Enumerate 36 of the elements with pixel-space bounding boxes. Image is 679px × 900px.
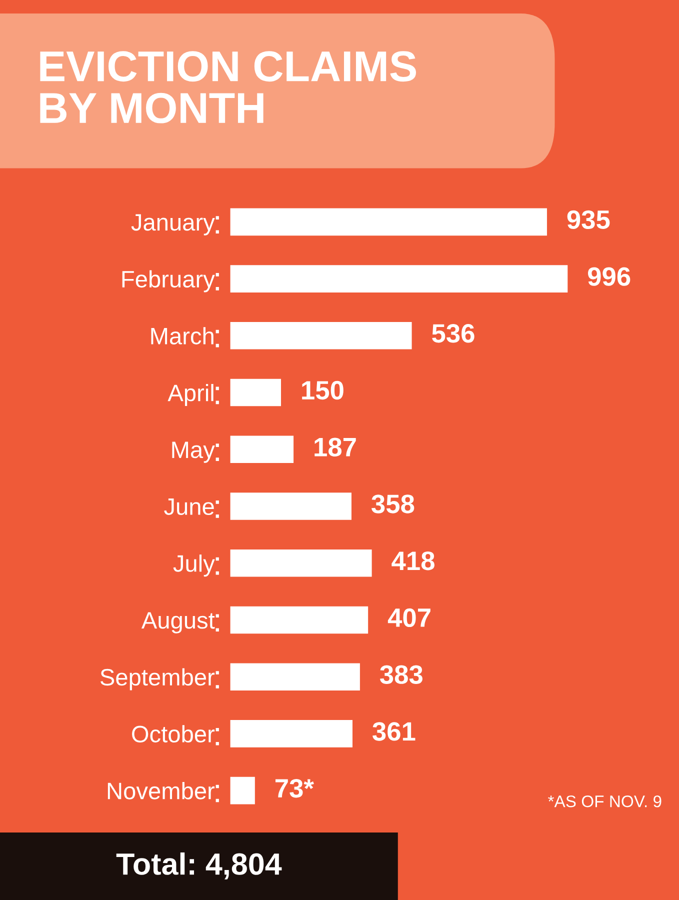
y-tick-label: April: [168, 384, 214, 406]
data-label: 150: [302, 380, 344, 400]
bar: [230, 549, 372, 577]
data-label: 383: [380, 665, 422, 684]
bar: [230, 322, 412, 350]
data-label: 536: [432, 324, 474, 343]
bar: [230, 492, 352, 520]
data-label: 73*: [275, 778, 314, 798]
bar: [230, 720, 352, 748]
bar: [230, 208, 547, 236]
y-tick-label: May: [172, 442, 215, 463]
bar: [230, 436, 294, 464]
y-tick-label: September: [100, 668, 215, 690]
y-tick-label: July: [173, 554, 215, 577]
data-label: 361: [372, 722, 416, 741]
data-label: 358: [372, 494, 414, 514]
chart-title: EVICTION CLAIMS BY MONTH: [40, 51, 416, 124]
bar: [230, 265, 568, 292]
bar: [230, 776, 255, 804]
bar: [230, 663, 360, 690]
y-tick-label: October: [132, 725, 215, 742]
y-tick-label: August: [141, 612, 215, 634]
data-label: 996: [588, 267, 630, 286]
annotation: *AS OF NOV. 9: [548, 795, 662, 808]
y-tick-label: March: [151, 327, 214, 344]
y-tick-label: February: [122, 270, 215, 292]
bar: [230, 606, 368, 634]
data-label: 418: [392, 552, 434, 570]
y-tick-label: November: [108, 782, 215, 800]
text: Total: 4,804: [116, 852, 282, 880]
data-label: 935: [567, 210, 610, 230]
y-tick-label: January: [131, 214, 215, 236]
y-tick-label: June: [164, 498, 214, 516]
bar: [230, 378, 282, 406]
data-label: 187: [314, 438, 356, 456]
data-label: 407: [388, 608, 430, 628]
